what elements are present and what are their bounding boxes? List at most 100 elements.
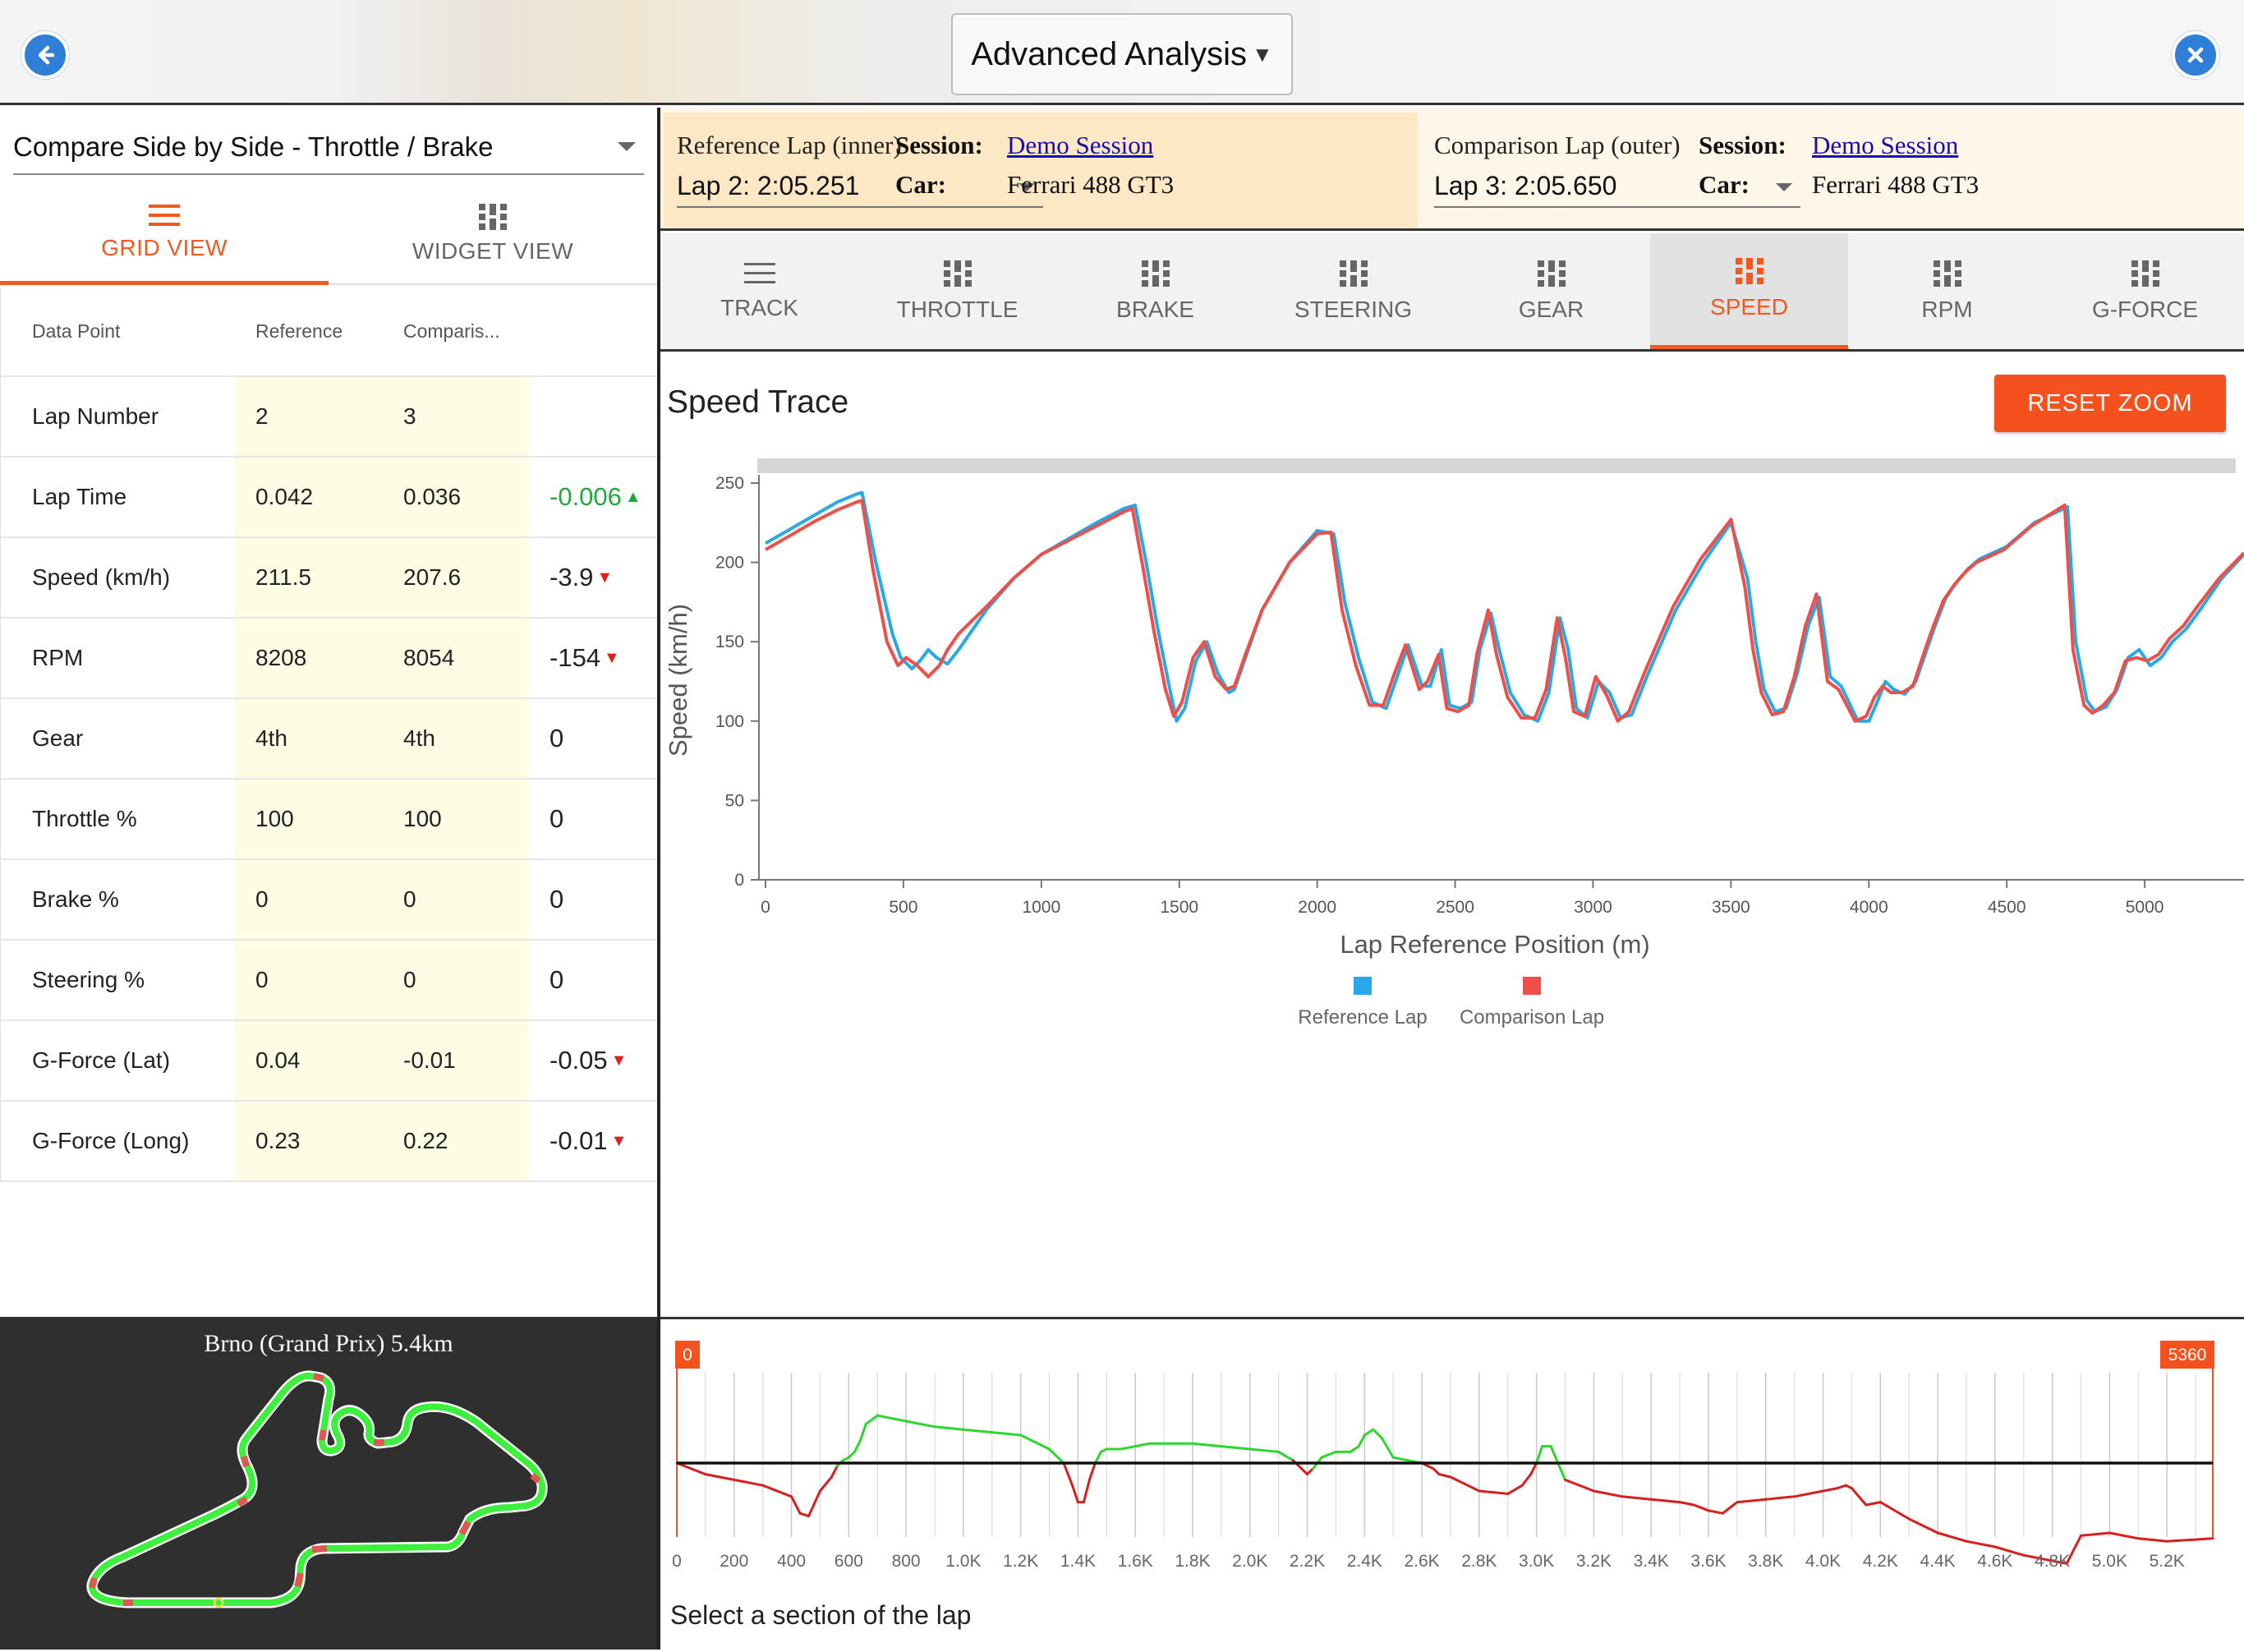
- header-data-point: Data Point: [32, 320, 121, 342]
- delta-x-tick-label: 1.4K: [1060, 1552, 1096, 1571]
- delta-segment: [1520, 1473, 1533, 1487]
- delta-segment: [1380, 1436, 1395, 1459]
- tab-brake[interactable]: BRAKE: [1056, 233, 1254, 349]
- tab-widget-view-label: WIDGET VIEW: [412, 238, 574, 264]
- comparison-session-link[interactable]: Demo Session: [1812, 131, 1959, 159]
- header-comparison: Comparis...: [403, 320, 500, 342]
- tab-track[interactable]: TRACK: [660, 233, 858, 349]
- compare-mode-select[interactable]: Compare Side by Side - Throttle / Brake: [13, 121, 644, 175]
- delta-segment: [1133, 1442, 1152, 1448]
- zoom-scrollbar[interactable]: [757, 458, 2236, 473]
- tab-g-force[interactable]: G-FORCE: [2046, 233, 2244, 349]
- tab-steering[interactable]: STEERING: [1254, 233, 1452, 349]
- cell-reference: 0: [234, 941, 382, 1019]
- widget-icon: [1141, 260, 1170, 287]
- comparison-lap-block: Comparison Lap (outer) Lap 3: 2:05.650 S…: [1421, 113, 2242, 228]
- tab-widget-view[interactable]: WIDGET VIEW: [329, 183, 657, 285]
- down-arrow-icon: ▼: [610, 1131, 628, 1150]
- legend-label-comparison[interactable]: Comparison Lap: [1460, 1006, 1604, 1028]
- delta-segment: [1878, 1501, 1911, 1521]
- track-surface: [89, 1372, 546, 1606]
- delta-segment: [818, 1475, 833, 1493]
- reference-lap-block: Reference Lap (inner) Lap 2: 2:05.251 Se…: [664, 113, 1418, 228]
- compare-mode-label: Compare Side by Side - Throttle / Brake: [13, 131, 494, 162]
- delta-segment: [2136, 1537, 2168, 1543]
- track-title: Brno (Grand Prix) 5.4km: [204, 1330, 453, 1357]
- reset-zoom-button[interactable]: RESET ZOOM: [1994, 375, 2226, 432]
- x-tick-label: 2000: [1298, 898, 1336, 917]
- tab-rpm[interactable]: RPM: [1848, 233, 2046, 349]
- cell-delta: -0.01 ▼: [528, 1102, 658, 1180]
- delta-segment: [1088, 1461, 1097, 1481]
- legend-label-reference[interactable]: Reference Lap: [1298, 1006, 1427, 1028]
- table-row: Throttle % 100 100 0: [1, 780, 657, 860]
- cell-label-text: RPM: [32, 645, 84, 670]
- delta-x-tick-label: 3.4K: [1634, 1552, 1669, 1571]
- back-button[interactable]: [21, 31, 69, 79]
- lap-delta-chart[interactable]: 0 5360 0 200 400 600 800 1.0K 1.2K 1.4K 1.6K 1.8K 2.…: [660, 1319, 2244, 1652]
- delta-segment: [2051, 1559, 2068, 1565]
- track-outline: [86, 1370, 548, 1608]
- cell-delta: -0.05 ▼: [528, 1021, 658, 1100]
- y-tick-label: 50: [725, 791, 744, 810]
- up-arrow-icon: ▲: [624, 487, 641, 506]
- delta-x-tick-label: 4.4K: [1920, 1552, 1955, 1571]
- widget-icon: [1537, 260, 1566, 287]
- delta-segment: [1907, 1517, 1939, 1535]
- table-row: RPM 8208 8054 -154 ▼: [1, 619, 657, 699]
- tab-throttle[interactable]: THROTTLE: [858, 233, 1056, 349]
- tab-speed[interactable]: SPEED: [1650, 233, 1848, 349]
- header-reference: Reference: [255, 320, 343, 342]
- delta-segment: [1306, 1467, 1314, 1476]
- cell-comparison: 0.22: [382, 1102, 528, 1180]
- tab-grid-view[interactable]: GRID VIEW: [0, 183, 329, 285]
- delta-segment: [1372, 1428, 1383, 1439]
- table-row: G-Force (Long) 0.23 0.22 -0.01 ▼: [1, 1102, 657, 1182]
- range-end-badge[interactable]: [2160, 1341, 2214, 1369]
- cell-comparison-text: 4th: [403, 725, 435, 751]
- delta-segment: [733, 1478, 765, 1487]
- reference-lap-value: Lap 2: 2:05.251: [677, 170, 860, 200]
- cell-label-text: Lap Number: [32, 403, 159, 429]
- range-end-label: 5360: [2168, 1346, 2207, 1364]
- cell-comparison: 207.6: [382, 538, 528, 617]
- delta-segment: [761, 1484, 793, 1498]
- delta-segment: [1836, 1484, 1847, 1490]
- delta-segment: [991, 1431, 1023, 1437]
- delta-x-tick-label: 2.2K: [1290, 1552, 1325, 1571]
- widget-icon: [1735, 258, 1763, 284]
- cell-comparison-text: 8054: [403, 645, 455, 670]
- y-axis-title: Speed (km/h): [664, 604, 692, 757]
- analysis-mode-label: Advanced Analysis: [971, 35, 1248, 72]
- delta-segment: [1300, 1467, 1308, 1476]
- range-start-badge[interactable]: [675, 1341, 700, 1369]
- cell-delta: 0: [528, 860, 658, 939]
- cell-label: G-Force (Long): [32, 1102, 229, 1180]
- comparison-lap-select[interactable]: Lap 3: 2:05.650: [1434, 165, 1800, 208]
- cell-delta: 0: [528, 699, 658, 778]
- cell-delta: -0.006 ▲: [528, 458, 658, 536]
- analysis-mode-select[interactable]: Advanced Analysis ▼: [951, 13, 1293, 95]
- reference-lap-select[interactable]: Lap 2: 2:05.251: [677, 165, 1043, 208]
- reference-session-link[interactable]: Demo Session: [1007, 131, 1154, 159]
- tab-grid-view-label: GRID VIEW: [101, 234, 228, 260]
- cell-reference: 211.5: [234, 538, 382, 617]
- cell-reference: 100: [234, 780, 382, 858]
- delta-segment: [1564, 1478, 1595, 1493]
- table-row: Gear 4th 4th 0: [1, 699, 657, 780]
- down-arrow-icon: ▼: [604, 648, 620, 667]
- delta-segment: [853, 1439, 862, 1453]
- cell-delta-text: 0: [550, 804, 564, 833]
- close-button[interactable]: [2172, 31, 2219, 79]
- cell-label-text: G-Force (Long): [32, 1128, 190, 1153]
- dropdown-arrow-icon: [1776, 183, 1792, 191]
- track-map[interactable]: [0, 1317, 657, 1650]
- delta-x-tick-label: 3.0K: [1519, 1552, 1554, 1571]
- comparison-session-label: Session:: [1699, 131, 1786, 159]
- tab-gear[interactable]: GEAR: [1452, 233, 1650, 349]
- cell-reference: 2: [234, 377, 382, 456]
- delta-segment: [2022, 1553, 2054, 1562]
- comparison-lap-value: Lap 3: 2:05.650: [1434, 170, 1617, 200]
- delta-segment: [1120, 1445, 1137, 1451]
